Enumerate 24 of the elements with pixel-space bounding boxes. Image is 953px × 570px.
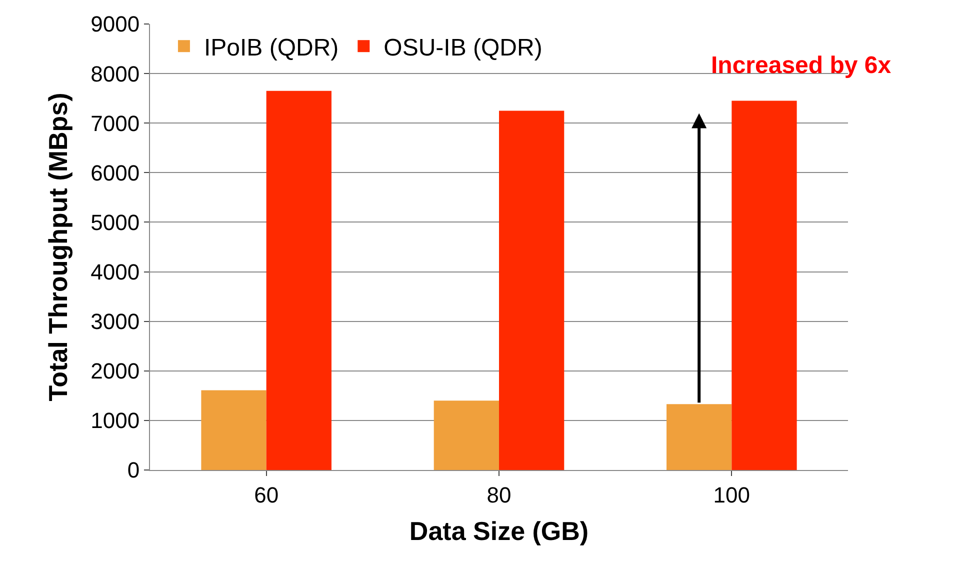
- y-tick-label: 3000: [90, 309, 140, 334]
- x-axis-title: Data Size (GB): [409, 516, 589, 546]
- bar: [266, 90, 332, 470]
- bar: [201, 390, 266, 470]
- legend-label: OSU-IB (QDR): [384, 34, 542, 62]
- y-tick-label: 6000: [90, 160, 140, 186]
- y-tick-label: 4000: [90, 259, 140, 284]
- legend-label: IPoIB (QDR): [204, 34, 339, 62]
- x-tick-label: 100: [713, 482, 750, 508]
- bar: [434, 400, 499, 470]
- annotation: Increased by 6x: [711, 52, 892, 79]
- bar: [666, 404, 732, 470]
- y-tick-label: 2000: [90, 358, 140, 384]
- y-tick-label: 7000: [90, 110, 140, 136]
- y-tick-label: 9000: [90, 12, 140, 37]
- y-tick-label: 1000: [90, 408, 140, 434]
- bar: [732, 100, 797, 470]
- bar: [499, 110, 564, 470]
- x-tick-label: 80: [486, 482, 512, 508]
- y-tick-label: 5000: [90, 210, 140, 235]
- x-tick-label: 60: [254, 482, 279, 508]
- y-axis-title: Total Throughput (MBps): [43, 92, 74, 402]
- y-tick-label: 8000: [90, 61, 140, 86]
- y-tick-label: 0: [127, 458, 140, 483]
